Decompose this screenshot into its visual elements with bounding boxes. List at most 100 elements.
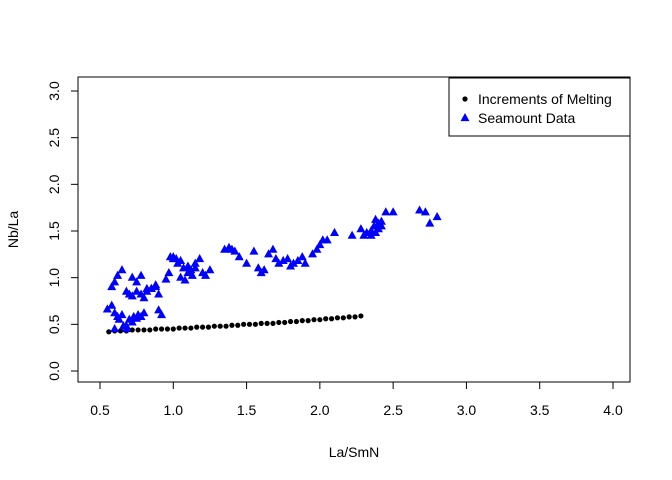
seamount-data-point	[415, 205, 425, 214]
melting-increment-point	[323, 316, 329, 322]
x-tick-label: 2.5	[383, 402, 403, 418]
melting-increment-point	[194, 324, 200, 330]
y-tick-label: 2.5	[46, 128, 62, 148]
melting-increment-point	[211, 323, 217, 329]
seamount-data-point	[420, 207, 430, 216]
melting-increment-point	[299, 318, 305, 324]
melting-increment-point	[129, 327, 135, 333]
melting-increment-point	[217, 323, 223, 329]
melting-increment-point	[158, 326, 165, 332]
melting-increment-point	[346, 314, 352, 320]
melting-increment-point	[205, 324, 212, 330]
seamount-data-point	[308, 249, 318, 258]
seamount-data-point	[117, 309, 127, 319]
seamount-data-point	[264, 249, 274, 258]
seamount-data-point	[366, 230, 376, 239]
x-tick-label: 0.5	[90, 402, 110, 418]
seamount-data-point	[110, 323, 120, 333]
seamount-data-point	[205, 265, 215, 274]
seamount-data-point	[195, 253, 205, 263]
seamount-data-point	[381, 207, 391, 216]
seamount-data-point	[107, 281, 117, 291]
melting-increment-point	[141, 327, 147, 333]
melting-increment-point	[328, 316, 335, 322]
seamount-data-point	[190, 263, 200, 272]
x-tick-label: 1.5	[237, 402, 257, 418]
y-axis-label: Nb/La	[5, 211, 21, 249]
seamount-data-point	[127, 291, 137, 300]
seamount-data-point	[274, 258, 284, 267]
melting-increment-point	[252, 321, 258, 327]
seamount-data-point	[102, 304, 112, 313]
seamount-data-point	[139, 293, 149, 302]
seamount-data-point	[373, 224, 383, 233]
melting-increment-point	[287, 318, 294, 325]
seamount-data-point	[179, 263, 189, 272]
seamount-data-point	[132, 277, 142, 286]
seamount-data-point	[369, 221, 379, 230]
seamount-data-point	[107, 300, 117, 309]
seamount-data-point	[180, 275, 190, 284]
seamount-data-point	[117, 265, 127, 274]
seamount-data-point	[268, 244, 278, 253]
seamount-data-point	[168, 253, 178, 263]
seamount-data-point	[113, 270, 123, 279]
y-tick-label: 0.5	[46, 314, 62, 334]
y-tick-label: 2.0	[46, 174, 62, 194]
seamount-data-point	[283, 253, 293, 263]
y-tick-label: 1.0	[46, 268, 62, 288]
melting-increment-point	[293, 318, 300, 325]
seamount-data-point	[388, 207, 398, 216]
melting-increment-point	[188, 325, 194, 331]
melting-increment-point	[170, 326, 176, 332]
seamount-data-point	[322, 235, 332, 244]
x-tick-label: 1.0	[164, 402, 184, 418]
melting-increment-point	[117, 328, 124, 334]
seamount-data-point	[121, 321, 131, 330]
melting-increment-point	[182, 325, 188, 331]
seamount-data-point	[432, 211, 442, 221]
melting-increment-point	[106, 329, 112, 335]
seamount-data-point	[161, 274, 171, 283]
seamount-data-point	[297, 252, 307, 261]
seamount-data-point	[347, 230, 357, 239]
legend-label: Increments of Melting	[478, 91, 612, 107]
melting-increment-point	[270, 320, 276, 326]
legend-circle-icon	[462, 96, 468, 102]
seamount-data-point	[230, 246, 240, 255]
x-tick-label: 4.0	[603, 402, 623, 418]
melting-increment-point	[282, 319, 288, 326]
melting-increment-point	[340, 315, 346, 321]
seamount-data-point	[201, 270, 211, 279]
melting-increment-point	[305, 318, 311, 324]
seamount-data-point	[288, 258, 298, 267]
legend-triangle-icon	[460, 112, 470, 122]
seamount-data-point	[234, 252, 244, 261]
seamount-data-point	[242, 258, 252, 267]
melting-increment-point	[311, 317, 317, 323]
seamount-data-point	[315, 239, 325, 249]
seamount-data-point	[187, 270, 197, 279]
seamount-data-point	[259, 265, 269, 274]
legend: Increments of Melting Seamount Data	[448, 77, 631, 137]
seamount-data-point	[376, 216, 386, 225]
melting-increment-point	[229, 322, 235, 328]
seamount-data-point	[164, 267, 174, 277]
seamount-data-point	[183, 267, 193, 277]
data-marks	[102, 205, 442, 335]
x-tick-label: 3.0	[457, 402, 477, 418]
seamount-data-point	[176, 272, 186, 281]
seamount-data-point	[356, 224, 366, 233]
seamount-data-point	[127, 272, 137, 281]
legend-box	[448, 77, 631, 137]
seamount-data-point	[142, 283, 152, 292]
melting-increment-point	[352, 314, 358, 320]
legend-label: Seamount Data	[478, 110, 575, 126]
seamount-data-point	[151, 280, 161, 289]
y-tick-label: 1.5	[46, 221, 62, 241]
seamount-data-point	[136, 270, 146, 279]
seamount-data-point	[190, 258, 200, 267]
melting-increment-point	[358, 313, 364, 319]
melting-increment-point	[258, 320, 264, 326]
